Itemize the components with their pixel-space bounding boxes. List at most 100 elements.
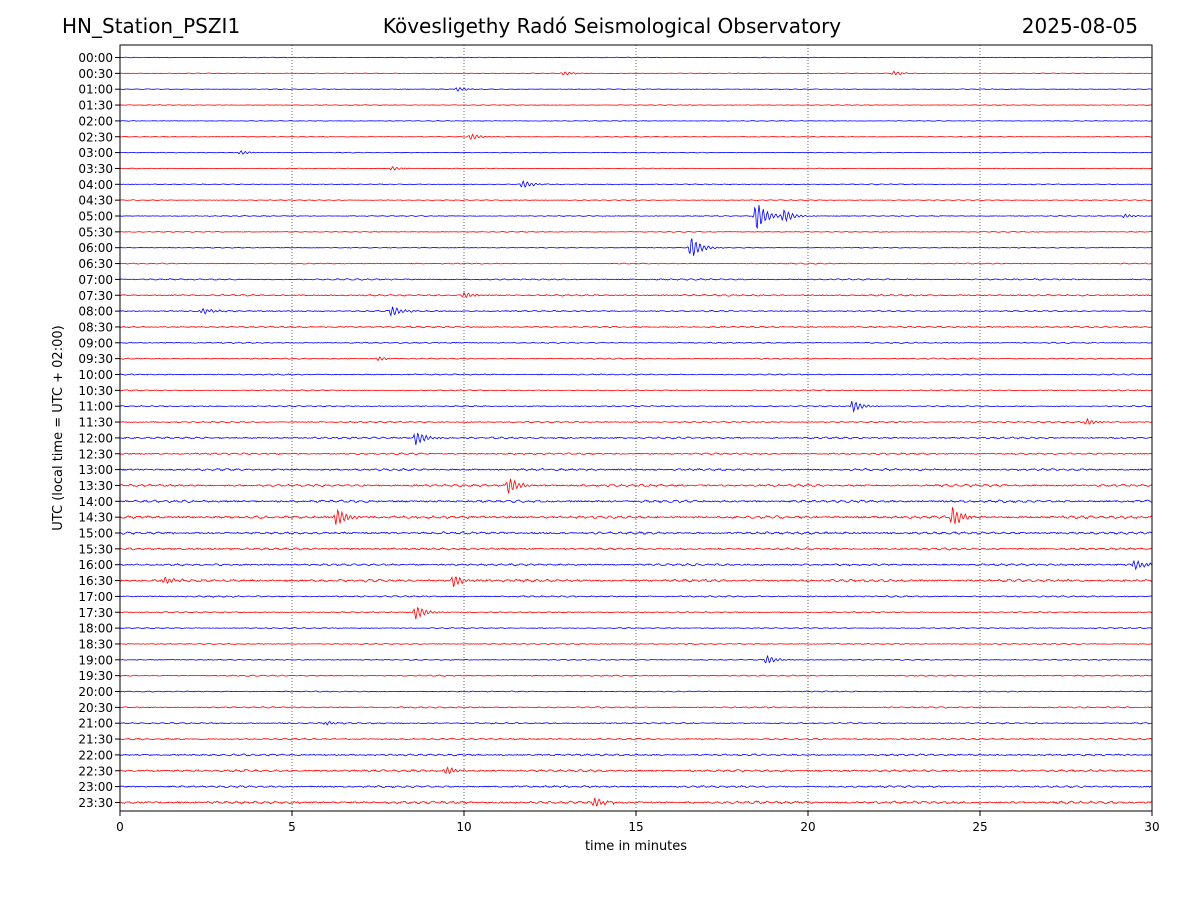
trace-line: [119, 389, 1153, 392]
x-tick-label: 20: [800, 820, 815, 834]
trace-line: [119, 654, 1153, 664]
trace-line: [119, 478, 1153, 494]
trace-line: [119, 766, 1153, 775]
trace-line: [119, 507, 1153, 525]
y-tick-label: 14:30: [78, 511, 113, 525]
y-tick-label: 01:30: [78, 99, 113, 113]
grid-lines: [291, 45, 981, 811]
trace-line: [119, 499, 1153, 504]
y-tick-label: 09:30: [78, 352, 113, 366]
y-tick-label: 08:00: [78, 305, 113, 319]
x-tick-label: 30: [1144, 820, 1159, 834]
y-tick-label: 13:00: [78, 463, 113, 477]
x-axis-label: time in minutes: [585, 839, 687, 854]
y-tick-label: 05:00: [78, 210, 113, 224]
y-tick-label: 04:00: [78, 178, 113, 192]
observatory-title: Kövesligethy Radó Seismological Observat…: [382, 14, 842, 38]
y-tick-label: 21:30: [78, 733, 113, 747]
y-tick-label: 17:30: [78, 606, 113, 620]
trace-line: [119, 531, 1153, 535]
trace-line: [119, 606, 1153, 620]
x-tick-label: 15: [628, 820, 643, 834]
y-tick-label: 12:30: [78, 447, 113, 461]
y-tick-label: 03:30: [78, 162, 113, 176]
trace-line: [119, 341, 1153, 344]
trace-line: [119, 674, 1153, 677]
trace-line: [119, 467, 1153, 472]
record-date: 2025-08-05: [1021, 14, 1138, 38]
y-tick-label: 10:30: [78, 384, 113, 398]
y-tick-label: 02:00: [78, 114, 113, 128]
y-tick-label: 22:00: [78, 748, 113, 762]
y-tick-label: 16:30: [78, 574, 113, 588]
trace-line: [119, 166, 1153, 171]
y-tick-label: 16:00: [78, 558, 113, 572]
x-tick-label: 25: [972, 820, 987, 834]
trace-line: [119, 56, 1153, 59]
y-tick-label: 23:30: [78, 796, 113, 810]
trace-line: [119, 373, 1153, 376]
trace-layer: [119, 56, 1153, 807]
trace-line: [119, 797, 1153, 807]
trace-line: [119, 205, 1153, 230]
trace-line: [119, 737, 1153, 741]
y-tick-label: 06:00: [78, 241, 113, 255]
trace-line: [119, 706, 1153, 709]
trace-line: [119, 753, 1153, 757]
y-tick-label: 12:00: [78, 431, 113, 445]
trace-line: [119, 547, 1153, 551]
y-tick-label: 05:30: [78, 225, 113, 239]
trace-line: [119, 627, 1153, 630]
y-tick-label: 08:30: [78, 320, 113, 334]
trace-line: [119, 230, 1153, 233]
y-tick-label: 14:00: [78, 495, 113, 509]
y-tick-label: 01:00: [78, 83, 113, 97]
y-tick-label: 15:00: [78, 527, 113, 541]
trace-line: [119, 306, 1153, 317]
trace-line: [119, 278, 1153, 281]
y-tick-label: 18:00: [78, 622, 113, 636]
y-tick-label: 21:00: [78, 717, 113, 731]
trace-line: [119, 70, 1153, 76]
trace-line: [119, 642, 1153, 645]
x-tick-label: 10: [456, 820, 471, 834]
y-tick-label: 17:00: [78, 590, 113, 604]
y-tick-label: 13:30: [78, 479, 113, 493]
trace-line: [119, 133, 1153, 141]
y-tick-label: 19:00: [78, 653, 113, 667]
y-tick-label: 20:00: [78, 685, 113, 699]
y-tick-label: 07:00: [78, 273, 113, 287]
trace-line: [119, 180, 1153, 188]
y-tick-label: 22:30: [78, 764, 113, 778]
y-tick-label: 07:30: [78, 289, 113, 303]
trace-line: [119, 576, 1152, 587]
trace-line: [119, 238, 1153, 256]
trace-line: [119, 325, 1153, 329]
trace-line: [119, 291, 1153, 298]
y-tick-label: 03:00: [78, 146, 113, 160]
y-axis-label: UTC (local time = UTC + 02:00): [51, 325, 66, 530]
trace-line: [119, 690, 1153, 693]
x-axis: 0 5 10 15 20 25 30: [116, 811, 1160, 834]
y-tick-label: 11:30: [78, 416, 113, 430]
trace-line: [119, 199, 1153, 202]
y-tick-label: 00:00: [78, 51, 113, 65]
trace-line: [119, 356, 1153, 362]
trace-line: [119, 720, 1153, 726]
trace-line: [119, 262, 1153, 265]
y-tick-label: 15:30: [78, 542, 113, 556]
y-tick-label: 02:30: [78, 130, 113, 144]
trace-line: [119, 417, 1153, 425]
trace-line: [119, 401, 1153, 414]
y-tick-label: 20:30: [78, 701, 113, 715]
trace-line: [120, 87, 1153, 92]
trace-line: [119, 559, 1153, 571]
y-tick-label: 19:30: [78, 669, 113, 683]
y-tick-label: 09:00: [78, 336, 113, 350]
trace-line: [119, 785, 1153, 789]
y-tick-label: 11:00: [78, 400, 113, 414]
y-tick-label: 23:00: [78, 780, 113, 794]
y-tick-label: 18:30: [78, 637, 113, 651]
